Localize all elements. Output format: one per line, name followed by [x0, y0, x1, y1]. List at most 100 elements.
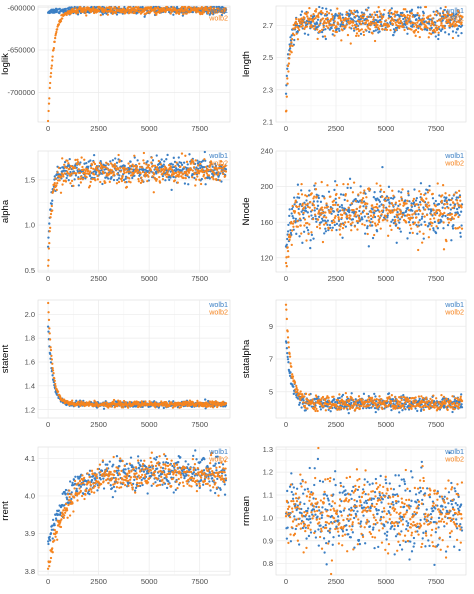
point-wolb2	[341, 226, 345, 230]
point-wolb2	[165, 175, 168, 179]
point-wolb2	[397, 219, 400, 222]
point-wolb2	[142, 159, 145, 162]
point-wolb2	[371, 220, 374, 224]
point-wolb1	[315, 193, 318, 196]
point-wolb2	[375, 182, 378, 185]
point-wolb1	[304, 210, 308, 213]
point-wolb2	[308, 206, 311, 209]
point-wolb1	[286, 230, 290, 233]
point-wolb2	[373, 39, 377, 43]
point-wolb2	[195, 171, 199, 175]
point-wolb2	[354, 15, 357, 18]
point-wolb2	[79, 181, 83, 184]
point-wolb1	[292, 385, 295, 388]
point-wolb2	[448, 194, 451, 197]
point-wolb2	[427, 236, 430, 239]
point-wolb2	[209, 404, 213, 407]
point-wolb1	[373, 211, 376, 215]
point-wolb2	[70, 172, 73, 175]
point-wolb2	[56, 28, 59, 31]
point-wolb2	[410, 28, 413, 31]
point-wolb2	[330, 229, 334, 232]
point-wolb2	[324, 211, 327, 214]
point-wolb2	[425, 197, 428, 200]
point-wolb1	[390, 7, 393, 10]
point-wolb2	[441, 213, 444, 216]
point-wolb1	[350, 401, 353, 405]
point-wolb2	[122, 169, 126, 173]
point-wolb1	[333, 17, 336, 20]
point-wolb2	[131, 163, 134, 166]
y-tick-label: 2.1	[263, 118, 273, 127]
point-wolb2	[312, 407, 316, 411]
point-wolb2	[324, 13, 327, 16]
point-wolb2	[413, 212, 416, 215]
point-wolb2	[179, 165, 182, 168]
point-wolb1	[87, 160, 90, 163]
point-wolb1	[323, 219, 327, 222]
point-wolb1	[398, 218, 402, 221]
point-wolb2	[70, 399, 74, 402]
point-wolb2	[393, 12, 396, 15]
point-wolb1	[172, 175, 175, 179]
point-wolb2	[357, 34, 360, 37]
point-wolb1	[110, 175, 113, 179]
point-wolb1	[285, 347, 288, 350]
point-wolb1	[338, 29, 341, 33]
point-wolb1	[286, 355, 289, 359]
point-wolb2	[48, 230, 51, 233]
point-wolb2	[303, 395, 306, 398]
point-wolb2	[430, 224, 433, 227]
point-wolb2	[323, 206, 327, 209]
point-wolb1	[374, 395, 377, 398]
point-wolb2	[57, 23, 61, 26]
point-wolb1	[141, 5, 144, 9]
point-wolb2	[348, 26, 351, 29]
point-wolb1	[378, 15, 382, 18]
point-wolb1	[414, 14, 417, 17]
point-wolb2	[209, 168, 212, 171]
point-wolb2	[65, 166, 68, 170]
point-wolb1	[349, 186, 352, 190]
point-wolb2	[455, 191, 458, 194]
point-wolb2	[427, 15, 430, 18]
point-wolb2	[208, 403, 211, 406]
point-wolb2	[331, 221, 334, 225]
point-wolb2	[391, 189, 394, 192]
point-wolb1	[313, 209, 316, 212]
point-wolb2	[348, 22, 352, 25]
point-wolb1	[151, 159, 155, 162]
point-wolb2	[289, 362, 292, 365]
point-wolb2	[338, 15, 341, 18]
point-wolb2	[182, 166, 186, 169]
point-wolb2	[419, 203, 422, 206]
point-wolb1	[286, 352, 289, 355]
point-wolb1	[220, 13, 224, 17]
point-wolb2	[77, 400, 80, 403]
point-wolb2	[290, 51, 293, 54]
point-wolb2	[362, 16, 365, 20]
point-wolb2	[452, 20, 455, 23]
point-wolb1	[401, 409, 404, 412]
point-wolb1	[444, 31, 447, 34]
point-wolb2	[418, 190, 421, 193]
point-wolb2	[83, 174, 87, 178]
point-wolb2	[191, 176, 194, 179]
point-wolb2	[105, 172, 109, 175]
point-wolb2	[138, 162, 141, 165]
point-wolb1	[213, 162, 217, 166]
point-wolb2	[352, 27, 356, 30]
point-wolb2	[336, 203, 340, 207]
point-wolb2	[183, 10, 186, 13]
point-wolb2	[386, 219, 389, 222]
point-wolb2	[458, 11, 461, 14]
point-wolb2	[331, 17, 334, 21]
point-wolb1	[460, 31, 463, 35]
point-wolb2	[190, 158, 194, 162]
point-wolb2	[359, 22, 363, 26]
point-wolb2	[427, 201, 430, 204]
point-wolb2	[295, 22, 299, 26]
point-wolb2	[325, 25, 328, 28]
point-wolb2	[49, 212, 53, 216]
